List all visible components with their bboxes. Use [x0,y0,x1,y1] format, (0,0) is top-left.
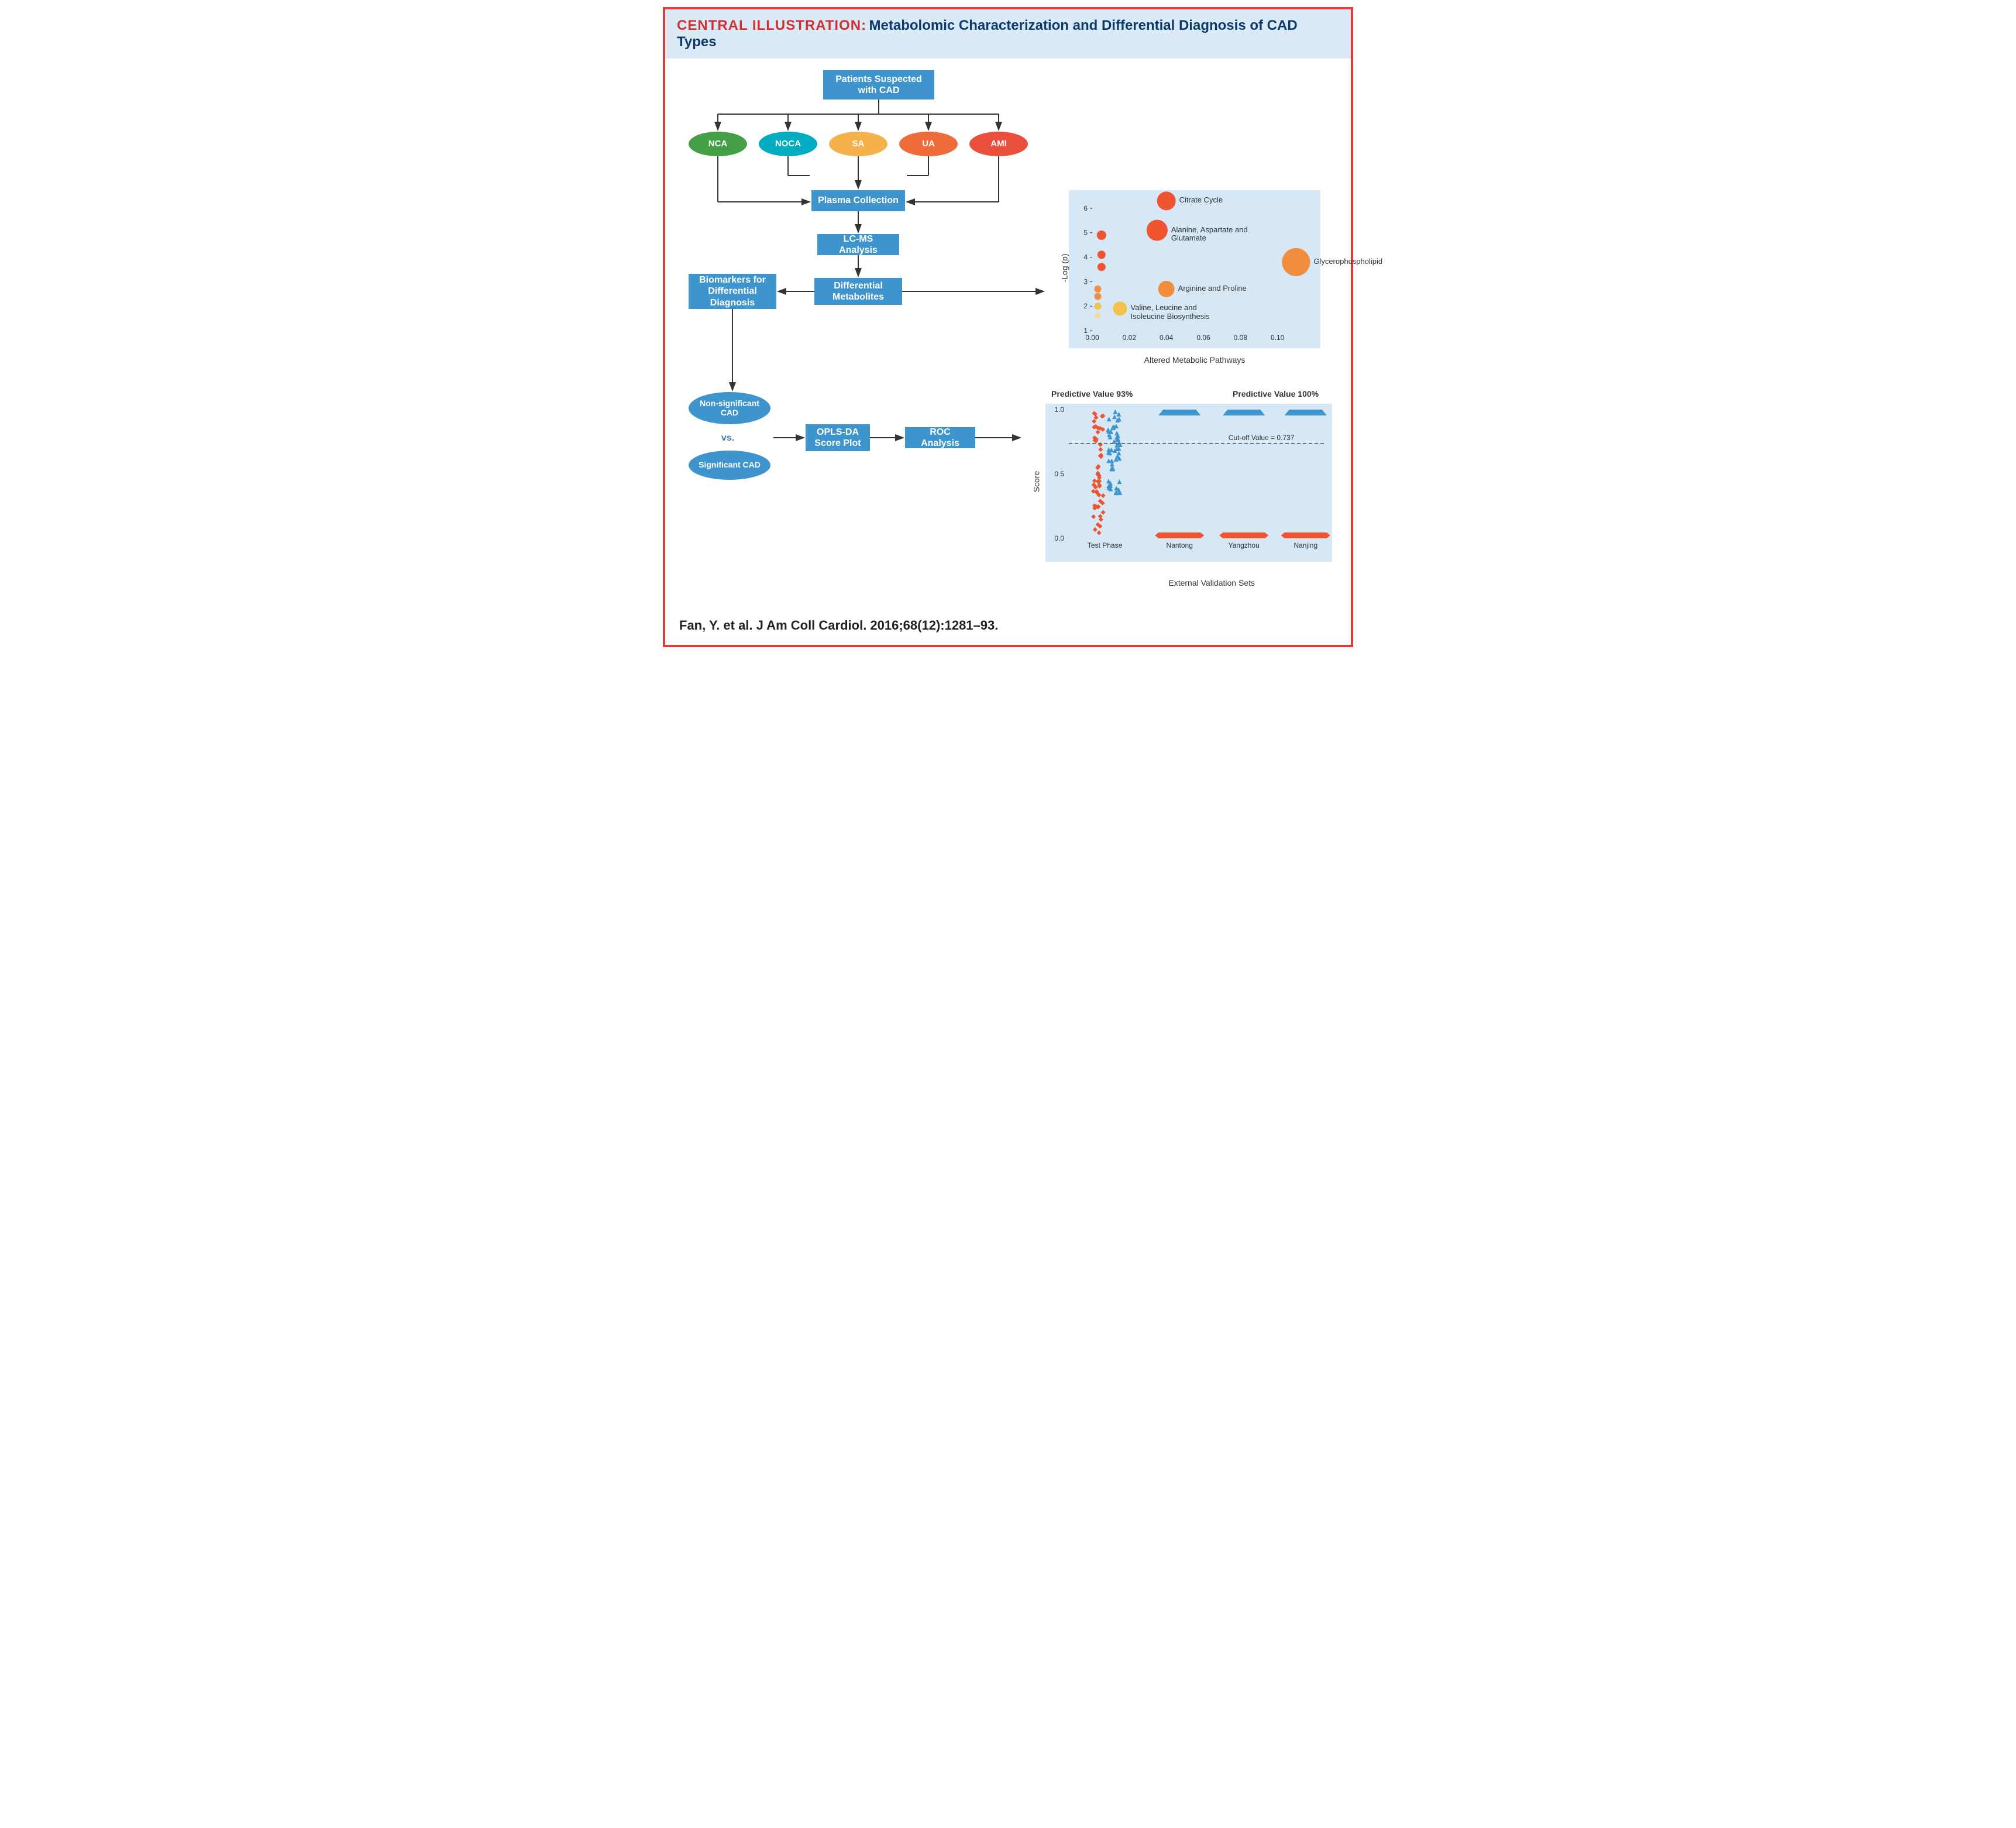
svg-text:0.06: 0.06 [1196,334,1210,342]
opls-box: OPLS-DA Score Plot [806,424,870,451]
illustration-frame: CENTRAL ILLUSTRATION: Metabolomic Charac… [663,7,1353,647]
bubble-xlabel: Altered Metabolic Pathways [1144,355,1246,365]
svg-text:Cut-off Value = 0.737: Cut-off Value = 0.737 [1229,434,1295,442]
bubble-chart: -Log (p) Altered Metabolic Pathways 1234… [1069,190,1320,348]
pred-right: Predictive Value 100% [1233,389,1319,398]
svg-text:Test Phase: Test Phase [1088,541,1123,549]
score-ylabel: Score [1031,471,1041,493]
diffmetab-box: Differential Metabolites [814,278,902,305]
vs-label: vs. [721,433,734,444]
svg-text:3: 3 [1083,277,1088,286]
bubble-point-label: Arginine and Proline [1178,284,1247,293]
svg-text:Nantong: Nantong [1167,541,1193,549]
svg-text:0.0: 0.0 [1054,534,1064,542]
svg-text:0.08: 0.08 [1234,334,1248,342]
score-xlabel: External Validation Sets [1168,578,1255,587]
diagram-content: Patients Suspected with CAD NCA NOCA SA … [665,59,1351,609]
svg-text:0.10: 0.10 [1271,334,1285,342]
title-prefix: CENTRAL ILLUSTRATION: [677,18,866,33]
svg-text:4: 4 [1083,253,1088,262]
pred-left: Predictive Value 93% [1051,389,1133,398]
cat-ami: AMI [969,132,1028,156]
citation: Fan, Y. et al. J Am Coll Cardiol. 2016;6… [665,609,1351,645]
bubble-point-label: Alanine, Aspartate and Glutamate [1171,226,1271,243]
lcms-box: LC-MS Analysis [817,234,899,255]
svg-text:2: 2 [1083,302,1088,310]
biomarkers-box: Biomarkers for Differential Diagnosis [689,274,776,309]
cat-nca: NCA [689,132,747,156]
svg-text:0.00: 0.00 [1085,334,1099,342]
score-chart: Score External Validation Sets Cut-off V… [1045,404,1332,562]
cat-ua: UA [899,132,958,156]
svg-text:6: 6 [1083,204,1088,212]
svg-text:0.02: 0.02 [1123,334,1137,342]
plasma-box: Plasma Collection [811,190,905,211]
cat-sa: SA [829,132,887,156]
score-svg: Cut-off Value = 0.737 0.0 0.5 1.0 Test Pha… [1045,404,1332,562]
cat-noca: NOCA [759,132,817,156]
title-bar: CENTRAL ILLUSTRATION: Metabolomic Charac… [665,9,1351,59]
sig-ellipse: Significant CAD [689,451,770,480]
bubble-svg: 123456 0.000.020.040.060.080.10 [1069,190,1320,348]
roc-box: ROC Analysis [905,427,975,448]
svg-text:0.04: 0.04 [1160,334,1174,342]
nonsig-ellipse: Non-significant CAD [689,392,770,424]
root-box: Patients Suspected with CAD [823,70,934,99]
svg-text:0.5: 0.5 [1054,470,1064,478]
svg-text:Yangzhou: Yangzhou [1229,541,1260,549]
bubble-point-label: Valine, Leucine and Isoleucine Biosynthe… [1131,304,1230,321]
bubble-ylabel: -Log (p) [1060,253,1069,282]
svg-text:1.0: 1.0 [1054,406,1064,414]
bubble-point-label: Citrate Cycle [1179,196,1223,205]
bubble-point-label: Glycerophospholipid [1313,257,1382,266]
svg-text:5: 5 [1083,229,1088,237]
svg-text:Nanjing: Nanjing [1293,541,1317,549]
